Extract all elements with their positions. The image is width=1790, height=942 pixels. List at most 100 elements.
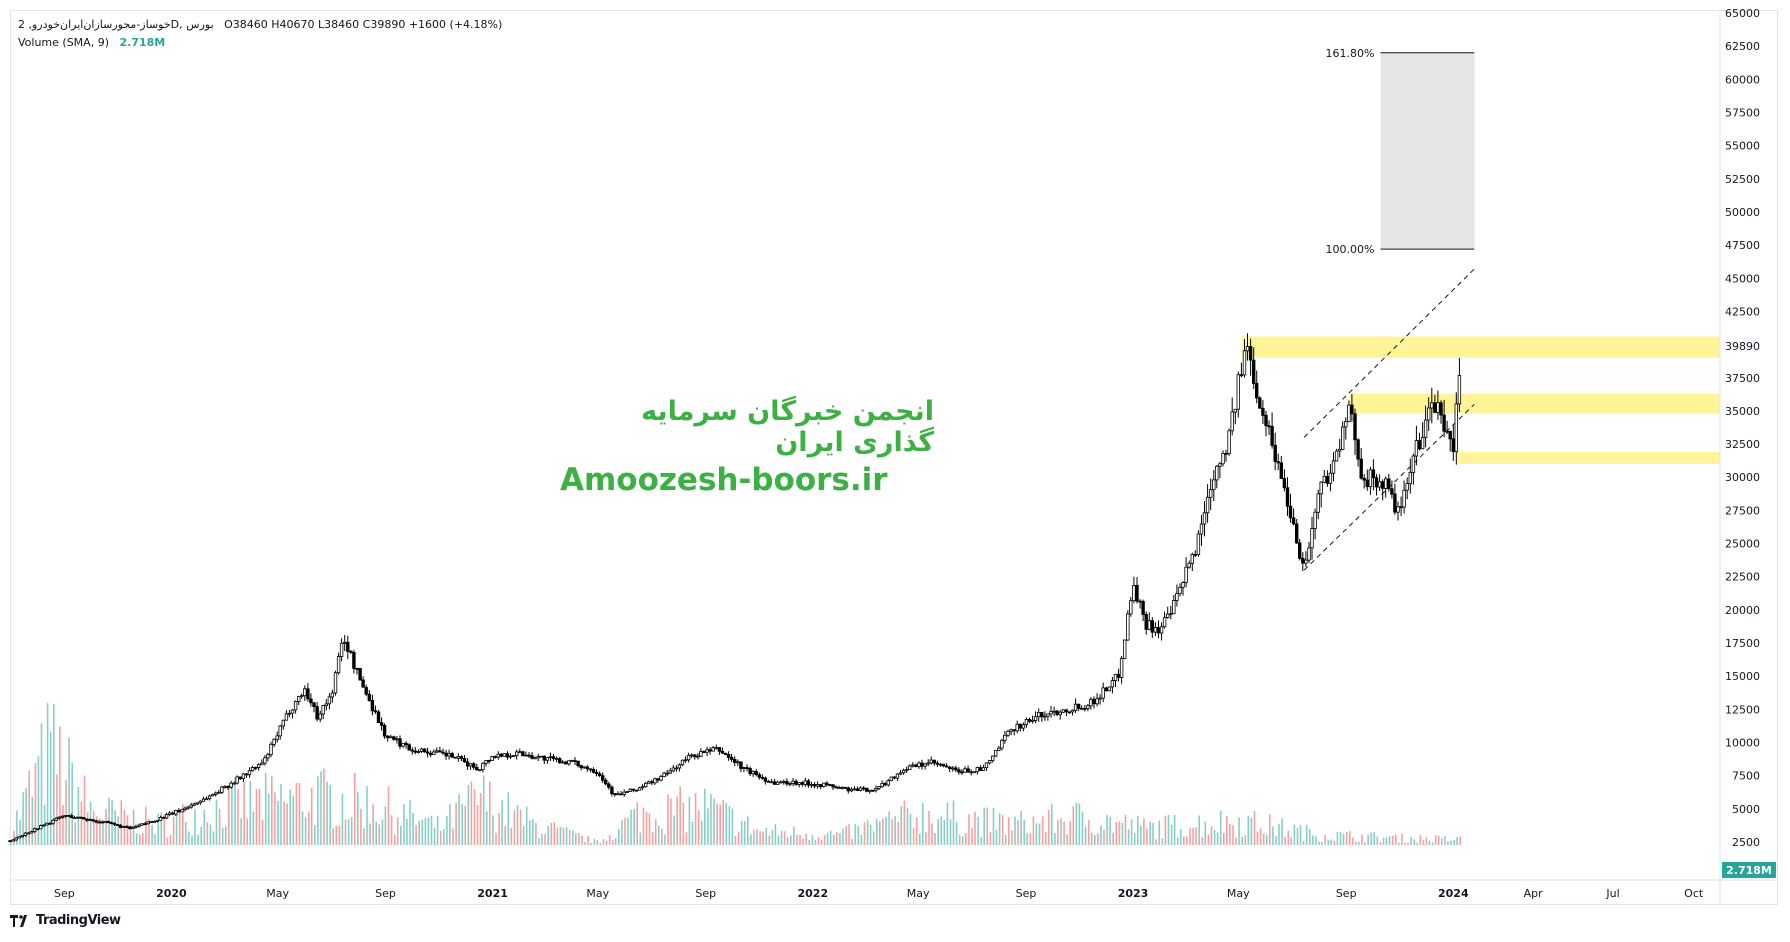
time-tick-label: Sep — [1016, 887, 1037, 900]
volume-bar — [771, 829, 774, 845]
symbol-name[interactable]: 2 ,ﺧﻮﺳﺎز-ﻣﺤﻮرﺳﺎزان‌اﯾﺮان‌ﺧﻮدروD, ﺑﻮرس — [18, 18, 214, 31]
candle-body — [508, 755, 513, 758]
candle-body — [625, 791, 629, 793]
volume-bar — [667, 794, 669, 845]
volume-bar — [529, 820, 531, 845]
volume-bar — [1130, 819, 1133, 845]
volume-bar — [661, 829, 663, 845]
volume-bar — [627, 817, 629, 845]
volume-bar — [1361, 834, 1363, 845]
volume-bar — [1290, 837, 1293, 845]
volume-bar — [958, 834, 961, 845]
volume-indicator-label[interactable]: Volume (SMA, 9) — [18, 36, 109, 49]
volume-bar — [645, 811, 648, 845]
volume-bar — [731, 808, 734, 845]
volume-bar — [559, 826, 562, 845]
candle-body — [1073, 703, 1078, 711]
time-tick-label: May — [907, 887, 930, 900]
candle-body — [1064, 709, 1069, 713]
volume-bar — [750, 834, 752, 845]
candle-body — [1405, 483, 1409, 491]
volume-bar — [1057, 819, 1059, 845]
candle-body — [1037, 712, 1041, 718]
candle-body — [1270, 425, 1274, 446]
volume-bar — [439, 830, 442, 845]
price-tick-label: 35000 — [1725, 405, 1760, 418]
candle-body — [1135, 585, 1139, 602]
price-tick-label: 55000 — [1725, 140, 1760, 153]
candle-body — [428, 752, 433, 756]
volume-bar — [240, 818, 242, 845]
volume-bar — [790, 835, 792, 845]
candle-body — [855, 788, 860, 791]
volume-bar — [522, 825, 525, 845]
volume-bar — [599, 842, 602, 845]
volume-bar — [53, 704, 55, 845]
volume-bar — [1367, 834, 1369, 845]
volume-bar — [753, 829, 755, 845]
volume-bar — [65, 780, 67, 845]
time-axis[interactable]: Sep 2020 May Sep 2021 May Sep 2022 May Sep 2023 May… — [10, 879, 1778, 900]
volume-bar — [747, 816, 749, 845]
candle-body — [607, 783, 611, 788]
volume-bar — [955, 822, 958, 845]
price-tick-label: 42500 — [1725, 305, 1760, 318]
volume-bar — [906, 808, 909, 845]
volume-bar — [424, 818, 427, 845]
volume-bar — [295, 783, 298, 845]
volume-bar — [762, 831, 764, 845]
candle-body — [158, 817, 163, 821]
candle-body — [207, 795, 212, 800]
volume-bar — [1456, 837, 1458, 845]
volume-bar — [719, 804, 721, 845]
volume-bar — [639, 832, 642, 845]
volume-bar — [1167, 814, 1170, 845]
candle-body — [1000, 739, 1004, 749]
tradingview-logo-icon[interactable] — [10, 914, 32, 927]
candle-body — [776, 781, 780, 785]
candle-body — [1316, 493, 1320, 513]
volume-bar — [1315, 836, 1317, 845]
candle-body — [637, 787, 642, 791]
candle-body — [256, 764, 261, 768]
price-axis[interactable]: 65000 62500 60000 57500 55000 52500 50000 47500… — [1719, 7, 1776, 905]
candle-body — [444, 752, 448, 757]
tradingview-brand[interactable]: TradingView — [36, 913, 121, 928]
volume-bar — [765, 827, 767, 845]
volume-bar — [624, 817, 626, 845]
volume-bar — [605, 840, 608, 845]
volume-bar — [1041, 816, 1044, 845]
volume-bar — [1075, 803, 1078, 845]
volume-bar — [151, 824, 153, 845]
price-tick-label: 12500 — [1725, 703, 1760, 716]
candle-body — [161, 817, 166, 819]
candle-body — [229, 782, 233, 788]
volume-bar — [894, 816, 896, 845]
volume-bar — [618, 828, 620, 845]
candle-body — [42, 824, 46, 827]
volume-bar — [169, 835, 172, 845]
volume-bar — [685, 832, 688, 845]
candle-body — [972, 771, 976, 774]
candle-body — [938, 763, 943, 766]
volume-bar — [544, 833, 546, 845]
trend-channel[interactable] — [1303, 268, 1475, 571]
volume-bar — [28, 770, 30, 845]
candle-body — [935, 762, 940, 765]
volume-bar — [513, 810, 516, 845]
price-tick-label: 22500 — [1725, 571, 1760, 584]
volume-bar — [178, 812, 181, 845]
candle-body — [336, 656, 341, 674]
volume-bar — [22, 792, 24, 845]
time-tick-label: May — [266, 887, 289, 900]
candle-body — [201, 798, 206, 802]
candle-body — [696, 755, 700, 758]
volume-bar — [836, 832, 838, 845]
candle-body — [748, 768, 752, 775]
volume-bar — [682, 803, 685, 845]
candle-body — [843, 786, 847, 789]
candle-body — [35, 828, 40, 831]
volume-bar — [1026, 833, 1028, 845]
fib-extension[interactable]: 100.00% 161.80% — [1326, 47, 1475, 256]
